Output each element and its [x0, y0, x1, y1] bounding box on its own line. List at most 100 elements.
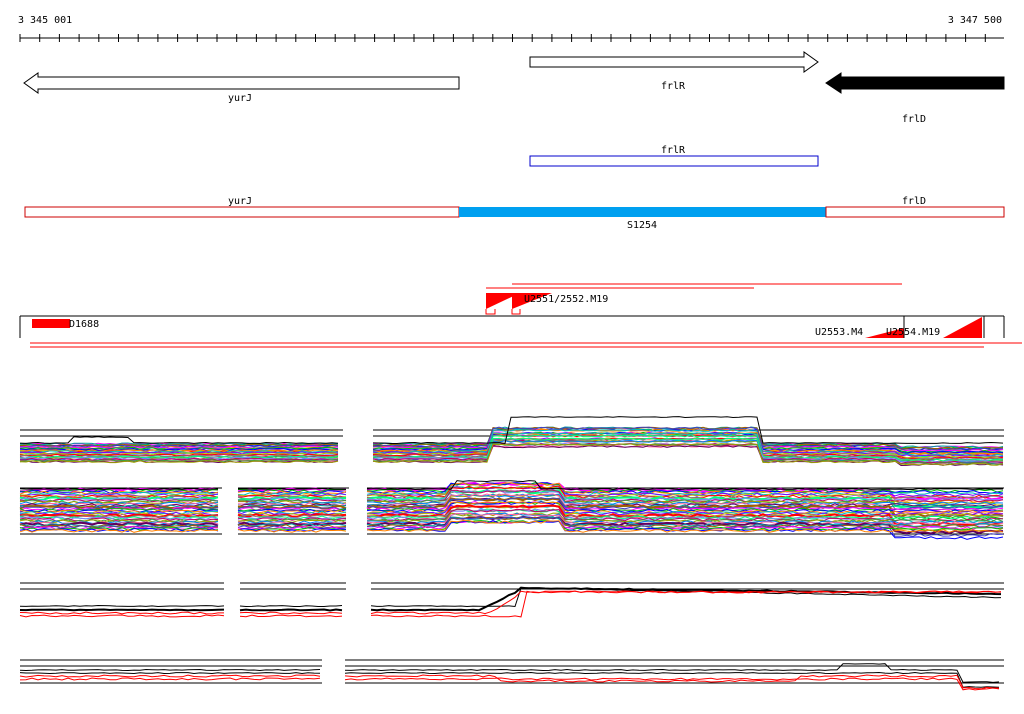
expression-profile-line	[372, 416, 1004, 444]
expression-profile-line	[19, 502, 219, 507]
promoter-marks	[485, 309, 521, 315]
expression-profile-line	[19, 604, 225, 608]
segment-track: yurJ frlD S1254	[24, 196, 1005, 231]
expression-profile-line	[19, 492, 219, 497]
promoter-u2553[interactable]	[865, 328, 904, 338]
expression-profile-line	[19, 460, 339, 464]
gene-arrow-frlR[interactable]	[529, 51, 819, 73]
expression-profile-line	[19, 672, 321, 675]
expression-profile-line	[19, 608, 225, 612]
expression-profile-line	[372, 426, 1004, 451]
expression-profile-line	[19, 520, 219, 525]
expression-profile-line	[19, 513, 219, 519]
segment-label-yurJ: yurJ	[228, 196, 252, 207]
expression-profile-line	[19, 677, 321, 681]
expression-profile-line	[366, 512, 1004, 525]
expression-profile-line	[19, 458, 339, 462]
expression-profile-line	[19, 450, 339, 454]
expression-profile-line	[19, 514, 219, 519]
expression-profile-line	[237, 496, 347, 502]
expression-profile-line	[19, 614, 225, 618]
expression-profile-line	[239, 605, 343, 608]
cds-label-frlR: frlR	[661, 145, 686, 156]
expression-profile-line	[372, 445, 1004, 467]
expression-profile-line	[366, 482, 1004, 494]
expression-profile-line	[19, 436, 339, 444]
expression-profile-line	[19, 510, 219, 515]
expression-profile-line	[237, 489, 347, 494]
expression-profile-line	[366, 516, 1004, 528]
expression-profile-line	[19, 525, 219, 530]
expression-profile-line	[237, 488, 347, 493]
cds-box-frlR[interactable]	[529, 155, 819, 167]
expression-profiles	[19, 416, 1004, 691]
expression-profile-line	[19, 457, 339, 461]
expression-profile-line	[19, 455, 339, 459]
expression-profile-line	[366, 519, 1004, 540]
expression-profile-line	[19, 487, 219, 491]
segment-box-S1254[interactable]	[459, 207, 826, 217]
expression-profile-line	[239, 608, 343, 612]
ruler-start-label: 3 345 001	[18, 15, 72, 26]
expression-profile-line	[19, 611, 224, 615]
segment-box-yurJ[interactable]	[24, 206, 460, 218]
expression-panel	[19, 582, 1004, 618]
expression-profile-line	[237, 518, 347, 522]
gene-label-frlD: frlD	[902, 114, 926, 125]
feature-label-u2554: U2554.M19	[886, 327, 940, 338]
expression-profile-line	[237, 521, 347, 527]
expression-profile-line	[370, 587, 1002, 608]
ruler-ticks	[19, 34, 986, 42]
expression-profile-line	[372, 443, 1004, 466]
expression-profile-line	[19, 453, 339, 457]
expression-profile-line	[372, 431, 1004, 453]
expression-profile-line	[344, 677, 1000, 691]
expression-profile-line	[19, 494, 219, 499]
expression-profile-line	[237, 525, 347, 529]
expression-profile-line	[19, 528, 219, 533]
feature-box-D1688[interactable]	[32, 319, 70, 328]
expression-profile-line	[366, 520, 1004, 533]
expression-profile-line	[237, 526, 347, 530]
expression-profile-line	[366, 500, 1004, 511]
expression-profile-line	[237, 508, 347, 513]
expression-profile-line	[19, 674, 321, 678]
segment-box-frlD[interactable]	[825, 206, 1005, 218]
promoter-u2554[interactable]	[943, 317, 982, 338]
segment-label-S1254: S1254	[627, 220, 657, 231]
coordinate-ruler: 3 345 001 3 347 500	[18, 15, 1004, 42]
expression-profile-line	[237, 506, 347, 510]
expression-profile-line	[366, 489, 1004, 500]
expression-profile-line	[237, 501, 347, 506]
expression-profile-line	[366, 512, 1004, 532]
expression-profile-line	[19, 516, 219, 521]
gene-arrow-yurJ[interactable]	[23, 72, 460, 94]
gene-arrow-frlD[interactable]	[825, 72, 1005, 94]
expression-profile-line	[19, 491, 219, 496]
gene-label-yurJ: yurJ	[228, 93, 252, 104]
expression-profile-line	[19, 509, 219, 514]
expression-profile-line	[344, 663, 1000, 683]
expression-profile-line	[370, 590, 1002, 618]
expression-panel	[19, 659, 1004, 691]
ruler-end-label: 3 347 500	[948, 15, 1002, 26]
expression-panel	[19, 480, 1004, 540]
expression-profile-line	[19, 454, 339, 458]
expression-profile-line	[237, 516, 347, 521]
expression-profile-line	[19, 445, 339, 449]
gene-track: yurJ frlR frlD	[23, 51, 1005, 125]
promoter-u2552[interactable]	[512, 293, 552, 309]
expression-profile-line	[19, 524, 219, 529]
expression-profile-line	[366, 500, 1004, 514]
expression-profile-line	[239, 611, 343, 615]
expression-profile-line	[19, 668, 321, 672]
expression-profile-line	[237, 528, 347, 532]
expression-profile-line	[344, 674, 1000, 690]
expression-profile-line	[19, 518, 219, 523]
expression-profile-line	[19, 451, 339, 455]
expression-profile-line	[366, 480, 1003, 491]
segment-label-frlD: frlD	[902, 196, 926, 207]
expression-panel	[19, 416, 1004, 467]
expression-profile-line	[19, 447, 339, 452]
promoter-u2551[interactable]	[486, 293, 520, 309]
